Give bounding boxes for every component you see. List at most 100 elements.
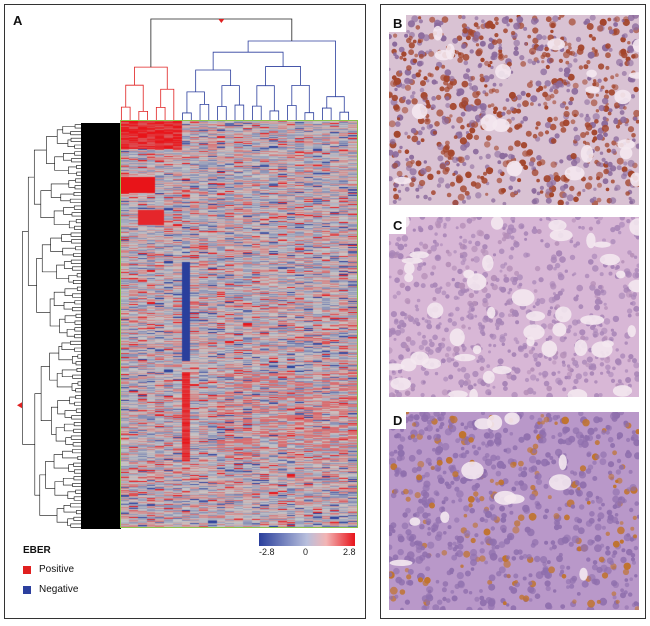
cell [528, 512, 537, 521]
cell [606, 509, 613, 516]
clear-space [616, 270, 626, 279]
cell [455, 177, 463, 184]
negative-swatch [23, 585, 31, 594]
cell [449, 114, 453, 118]
cell [455, 438, 460, 444]
cell [415, 25, 421, 30]
cell [389, 524, 394, 532]
cell [467, 496, 475, 503]
cell [615, 599, 620, 604]
cell [428, 49, 432, 53]
cell [402, 96, 406, 100]
cell [397, 444, 404, 451]
cell [584, 336, 589, 341]
cell [409, 414, 414, 419]
cell [508, 153, 514, 160]
cell [518, 480, 524, 486]
cell [534, 555, 541, 563]
cell [445, 161, 449, 165]
cell [514, 480, 520, 486]
cell [503, 274, 507, 278]
cell [463, 505, 470, 512]
cell [498, 188, 505, 195]
cell [524, 526, 531, 533]
cell [591, 47, 596, 51]
cell [626, 533, 631, 537]
gene-branch [45, 461, 55, 489]
cell [441, 389, 448, 396]
cell [626, 219, 631, 224]
cell [435, 223, 442, 229]
cell [603, 77, 608, 82]
cell [571, 535, 580, 544]
cell [626, 487, 631, 492]
cell [420, 138, 425, 143]
cell [532, 391, 537, 395]
cell [541, 35, 547, 40]
cell [527, 34, 532, 39]
cell [601, 124, 609, 132]
cell [441, 587, 447, 593]
cell [626, 308, 633, 314]
gene-branch [54, 481, 68, 496]
cell [523, 507, 531, 514]
cell [481, 441, 486, 446]
cell [502, 226, 506, 230]
cell [486, 20, 494, 28]
cell [436, 109, 444, 117]
cell [527, 447, 533, 453]
cell [587, 599, 595, 608]
cell [417, 460, 425, 468]
cell [517, 284, 522, 289]
cell [614, 501, 622, 509]
gene-branch [22, 230, 35, 445]
cell [498, 46, 503, 50]
cell [457, 193, 465, 201]
cell [495, 21, 499, 26]
dendrogram-branch [155, 107, 166, 125]
legend-title: EBER [23, 545, 51, 556]
cell [400, 83, 406, 89]
cell [522, 553, 528, 559]
cell [628, 354, 634, 360]
clear-space [487, 306, 496, 319]
cell [584, 435, 590, 441]
cell [447, 156, 452, 160]
gene-branch [46, 136, 58, 164]
cell [509, 432, 514, 436]
cell [610, 443, 616, 448]
gene-branch [74, 151, 81, 156]
cell [416, 298, 421, 303]
cell [622, 171, 629, 177]
cell [618, 412, 624, 416]
gene-branch [77, 354, 81, 359]
gene-branch [74, 347, 81, 352]
cell [586, 491, 593, 498]
gene-branch [71, 383, 78, 391]
cell [536, 298, 541, 302]
gene-branch [62, 477, 74, 486]
cell [549, 456, 554, 460]
cell [606, 148, 611, 153]
cell [634, 371, 639, 377]
cell [452, 452, 459, 459]
cell [588, 34, 593, 38]
cell [526, 82, 533, 88]
cell [544, 80, 551, 87]
cell [599, 151, 604, 155]
cell [522, 576, 527, 581]
gene-branch [76, 164, 81, 169]
cell [410, 534, 417, 541]
cell [630, 217, 635, 221]
dendrogram-branch [304, 112, 315, 125]
clear-space [558, 454, 567, 470]
cell [582, 188, 586, 193]
cell [455, 306, 460, 312]
gene-branch [68, 166, 77, 175]
cell [399, 436, 406, 442]
clear-space [433, 25, 443, 41]
cell [421, 317, 425, 321]
cell [488, 168, 494, 173]
cell [450, 480, 455, 485]
cell [426, 79, 430, 83]
